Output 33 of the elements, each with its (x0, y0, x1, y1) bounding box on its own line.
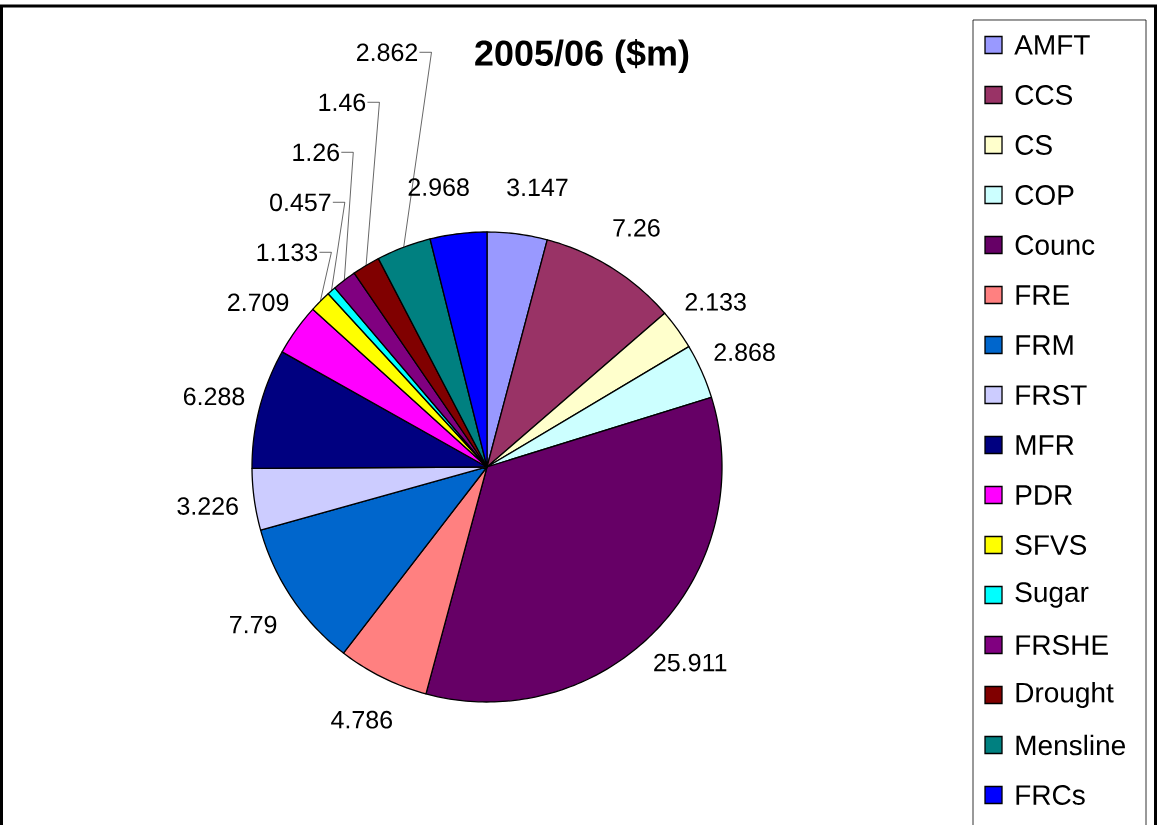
data-label: 2.709 (228, 293, 289, 312)
legend-label: Mensline (1016, 734, 1125, 756)
data-label: 1.26 (293, 143, 339, 162)
legend-label: FRSHE (1016, 635, 1108, 655)
legend-label: CCS (1015, 85, 1073, 105)
legend-label: Drought (1016, 681, 1114, 709)
data-label: 2.868 (714, 343, 775, 362)
legend-label: COP (1015, 185, 1074, 205)
legend-label: MFR (1016, 435, 1074, 455)
data-label: 3.147 (507, 178, 568, 197)
legend-label: Counc (1015, 235, 1095, 255)
data-label: 0.457 (270, 193, 331, 212)
chart-title: 2005/06 ($m) (475, 38, 689, 74)
data-label: 6.288 (183, 387, 245, 406)
data-label: 2.862 (356, 43, 418, 62)
data-label: 3.226 (177, 497, 238, 515)
data-label: 2.133 (685, 293, 746, 311)
legend-label: FRE (1016, 285, 1070, 305)
legend-label: SFVS (1015, 535, 1087, 555)
data-label: 1.133 (257, 243, 318, 262)
data-label: 25.911 (654, 653, 727, 672)
legend-label: AMFT (1014, 35, 1090, 55)
data-label: 1.46 (319, 93, 366, 112)
legend-label: FRCs (1016, 785, 1085, 805)
legend-label: CS (1015, 135, 1052, 155)
data-label: 7.79 (230, 615, 277, 634)
legend-label: FRST (1016, 385, 1087, 405)
legend-label: PDR (1016, 485, 1073, 505)
legend-label: FRM (1016, 335, 1073, 355)
legend-label: Sugar (1015, 582, 1089, 608)
data-label: 2.968 (408, 178, 469, 196)
data-label: 4.786 (331, 710, 392, 729)
data-label: 7.26 (613, 218, 660, 237)
